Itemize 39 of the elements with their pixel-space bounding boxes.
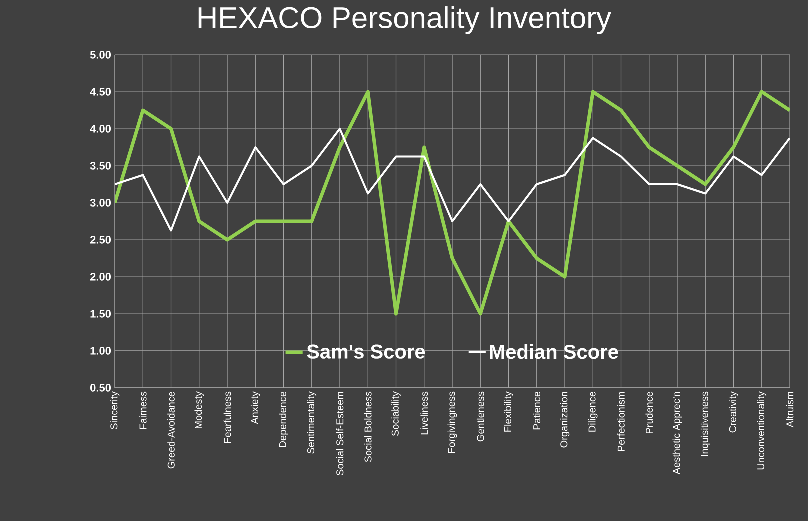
x-tick-label: Sociability <box>392 392 401 436</box>
x-tick-label: Anxiety <box>250 392 260 424</box>
x-tick-label: Fairness <box>139 392 147 430</box>
x-tick-label: Perfectionism <box>618 392 625 452</box>
x-tick-label: Organization <box>560 392 570 448</box>
x-tick-label: Gentleness <box>476 392 484 442</box>
x-tick-label: Altruism <box>786 392 794 428</box>
x-tick-label: Fearfulness <box>224 392 232 443</box>
legend-label: Median Score <box>490 344 618 360</box>
line-series <box>115 128 790 232</box>
x-tick-label: Creativity <box>729 392 738 433</box>
y-tick-label: 4.50 <box>90 88 112 96</box>
y-tick-label: 1.00 <box>90 347 112 355</box>
legend-label: Sam's Score <box>307 344 426 359</box>
y-tick-label: 4.00 <box>90 125 112 133</box>
y-tick-label: 2.00 <box>90 273 112 281</box>
x-tick-label: Sincerity <box>110 392 120 430</box>
x-tick-label: Inquisitiveness <box>700 392 710 456</box>
x-tick-label: Forgivingness <box>448 392 458 453</box>
x-tick-label: Patience <box>533 392 541 430</box>
x-tick-label: Social Boldness <box>364 392 372 462</box>
y-tick-label: 0.50 <box>90 384 112 392</box>
y-tick-label: 5.00 <box>90 51 112 59</box>
y-tick-label: 3.50 <box>90 162 112 170</box>
x-tick-label: Flexibility <box>504 392 514 432</box>
x-tick-label: Social Self-Esteem <box>336 392 344 476</box>
x-tick-label: Aesthetic Apprec'n <box>672 392 682 475</box>
x-tick-label: Modesty <box>194 392 204 428</box>
x-tick-label: Unconventionality <box>757 392 767 470</box>
y-tick-label: 3.00 <box>90 199 112 207</box>
y-tick-label: 2.50 <box>90 236 112 244</box>
chart-title: HEXACO Personality Inventory <box>198 6 612 34</box>
x-tick-label: Diligence <box>588 392 598 432</box>
x-tick-label: Sentimentality <box>307 392 317 454</box>
x-tick-label: Greed-Avoidance <box>168 392 175 469</box>
x-tick-label: Dependence <box>279 392 288 448</box>
x-tick-label: Prudence <box>646 392 654 434</box>
y-tick-label: 1.50 <box>90 310 112 318</box>
x-tick-label: Liveliness <box>420 392 428 435</box>
